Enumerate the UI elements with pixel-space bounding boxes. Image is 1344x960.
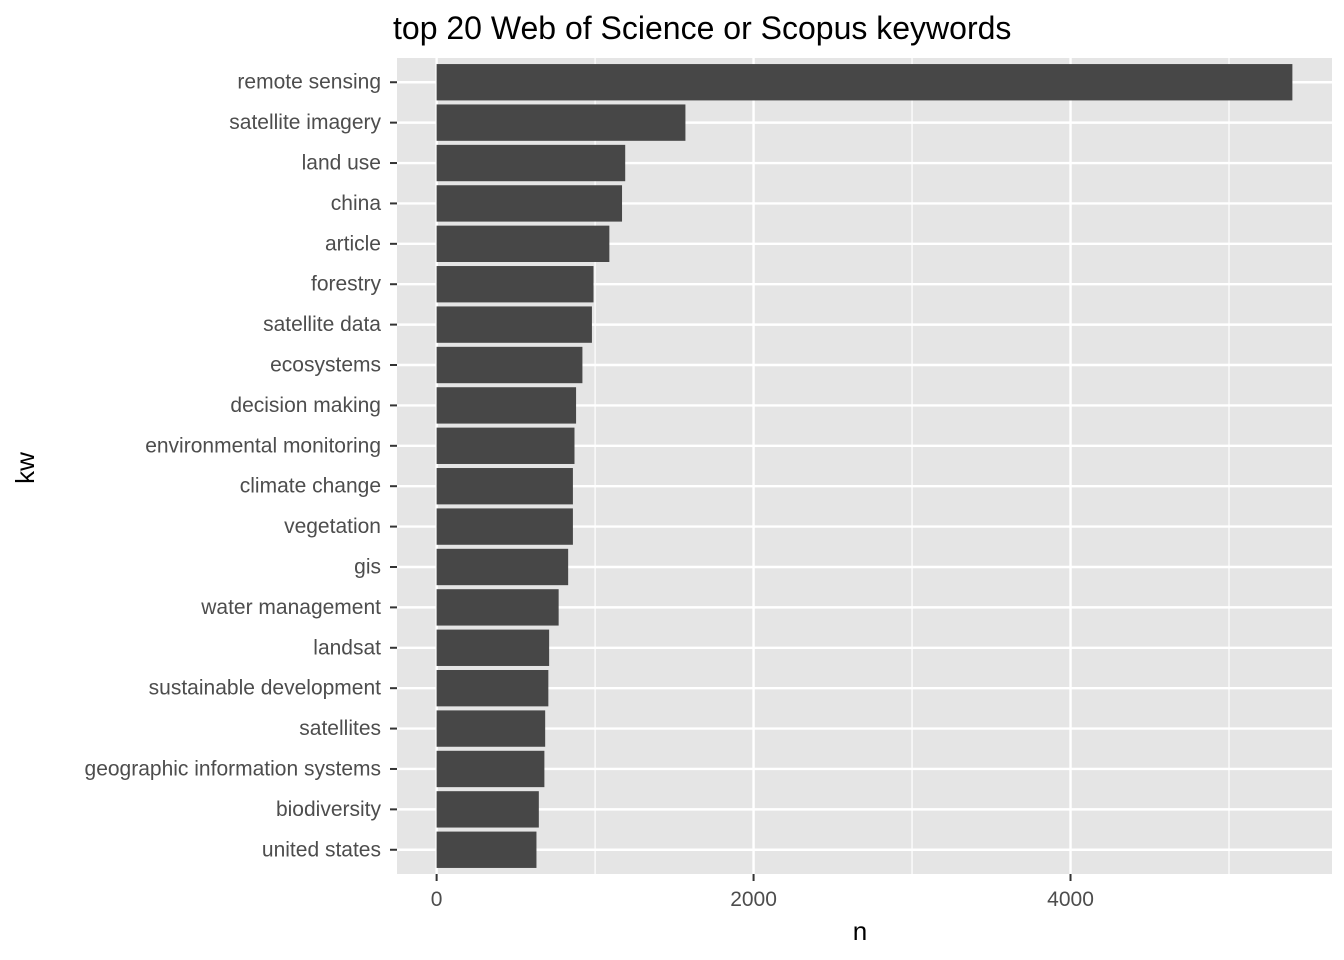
bar — [436, 670, 549, 707]
y-tick-label: environmental monitoring — [145, 434, 381, 457]
bar — [436, 185, 623, 222]
bar — [436, 427, 575, 464]
y-tick-label: vegetation — [284, 515, 381, 538]
bar — [436, 710, 546, 747]
bars — [436, 64, 1293, 868]
y-tick-label: climate change — [240, 475, 381, 498]
bar — [436, 750, 545, 788]
y-tick-label: decision making — [230, 394, 381, 417]
y-tick-label: satellite data — [263, 313, 381, 336]
x-tick-label: 4000 — [1047, 888, 1094, 911]
y-tick-label: satellites — [299, 717, 381, 740]
bar — [436, 306, 592, 343]
bar — [436, 144, 626, 182]
y-tick-label: remote sensing — [237, 71, 381, 94]
bar — [436, 831, 537, 868]
bar — [436, 387, 577, 424]
y-tick-label: water management — [200, 596, 381, 619]
bar — [436, 104, 686, 141]
y-axis: remote sensing satellite imagery land use c… — [85, 71, 397, 861]
bar — [436, 548, 569, 586]
x-axis: 0 2000 4000 — [431, 874, 1094, 911]
y-tick-label: satellite imagery — [229, 111, 381, 134]
y-tick-label: china — [331, 192, 382, 215]
y-tick-label: biodiversity — [276, 798, 382, 821]
y-tick-label: landsat — [313, 636, 381, 659]
y-tick-label: forestry — [311, 273, 382, 296]
x-tick-label: 0 — [431, 888, 443, 911]
y-tick-label: ecosystems — [270, 354, 381, 377]
chart-title: top 20 Web of Science or Scopus keywords — [393, 10, 1012, 46]
y-tick-label: article — [325, 232, 381, 255]
bar — [436, 64, 1293, 101]
y-tick-label: land use — [302, 152, 381, 175]
bar — [436, 468, 573, 505]
y-tick-label: geographic information systems — [85, 757, 381, 780]
y-tick-label: sustainable development — [149, 677, 381, 700]
bar — [436, 629, 550, 666]
bar — [436, 508, 573, 545]
y-tick-label: gis — [354, 555, 381, 578]
bar — [436, 225, 610, 262]
bar — [436, 266, 594, 303]
bar — [436, 589, 559, 626]
x-tick-label: 2000 — [730, 888, 777, 911]
bar — [436, 346, 583, 384]
y-tick-label: united states — [262, 838, 381, 861]
y-axis-title: kw — [10, 452, 40, 484]
bar — [436, 791, 539, 828]
x-axis-title: n — [853, 916, 867, 946]
